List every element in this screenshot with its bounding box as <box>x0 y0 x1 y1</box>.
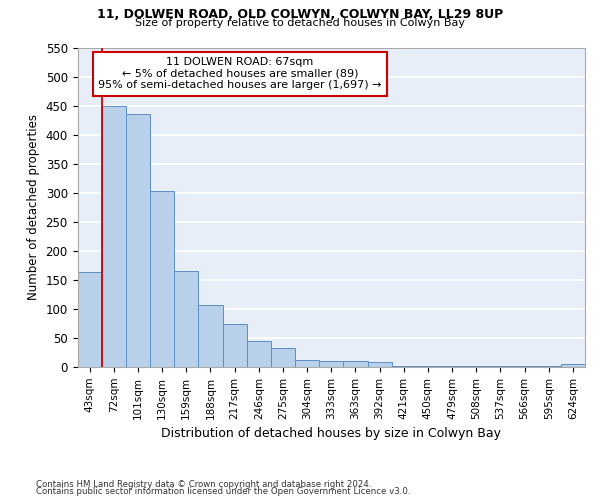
Text: Contains HM Land Registry data © Crown copyright and database right 2024.: Contains HM Land Registry data © Crown c… <box>36 480 371 489</box>
X-axis label: Distribution of detached houses by size in Colwyn Bay: Distribution of detached houses by size … <box>161 427 501 440</box>
Bar <box>343 361 368 367</box>
Bar <box>488 366 512 367</box>
Bar <box>199 304 223 367</box>
Bar <box>77 272 101 367</box>
Text: Size of property relative to detached houses in Colwyn Bay: Size of property relative to detached ho… <box>135 18 465 28</box>
Bar <box>247 342 271 367</box>
Bar <box>536 366 561 367</box>
Bar <box>319 361 343 367</box>
Bar <box>150 191 174 367</box>
Bar <box>440 366 464 367</box>
Bar <box>271 348 295 367</box>
Bar <box>295 360 319 367</box>
Bar <box>512 366 536 367</box>
Bar <box>464 366 488 367</box>
Bar <box>561 364 585 367</box>
Bar <box>416 366 440 367</box>
Bar <box>223 324 247 367</box>
Bar <box>101 106 126 367</box>
Text: 11 DOLWEN ROAD: 67sqm
← 5% of detached houses are smaller (89)
95% of semi-detac: 11 DOLWEN ROAD: 67sqm ← 5% of detached h… <box>98 57 382 90</box>
Text: Contains public sector information licensed under the Open Government Licence v3: Contains public sector information licen… <box>36 487 410 496</box>
Bar <box>174 271 199 367</box>
Bar <box>368 362 392 367</box>
Y-axis label: Number of detached properties: Number of detached properties <box>27 114 40 300</box>
Bar <box>392 366 416 367</box>
Bar <box>126 114 150 367</box>
Text: 11, DOLWEN ROAD, OLD COLWYN, COLWYN BAY, LL29 8UP: 11, DOLWEN ROAD, OLD COLWYN, COLWYN BAY,… <box>97 8 503 20</box>
